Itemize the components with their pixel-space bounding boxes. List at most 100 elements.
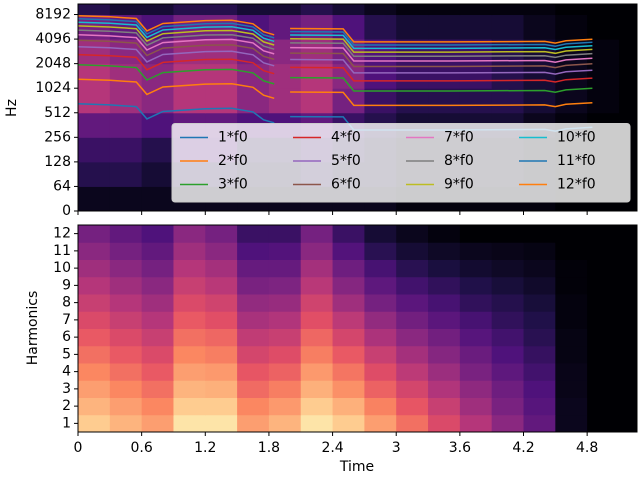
harmonic-cell	[300, 311, 334, 329]
harmonic-cell	[523, 242, 556, 260]
spectrogram-cell	[428, 88, 461, 114]
harmonic-cell	[332, 345, 365, 364]
spectrogram-cell	[300, 4, 334, 16]
harmonic-cell	[268, 397, 302, 416]
harmonic-cell	[109, 414, 143, 433]
spectrogram-cell	[428, 14, 461, 40]
harmonic-cell	[109, 397, 143, 416]
y-tick-label: 64	[53, 178, 71, 194]
harmonic-cell	[428, 328, 461, 347]
harmonic-line	[77, 39, 593, 69]
harmonic-cell	[332, 242, 365, 260]
spectrogram-cell	[618, 39, 638, 65]
spectrogram-cell	[364, 63, 397, 89]
harmonic-cell	[332, 363, 365, 381]
harmonic-cell	[173, 328, 206, 347]
x-tick-label: 1.8	[258, 440, 280, 456]
spectrogram-cell	[396, 63, 429, 89]
harmonic-cell	[587, 311, 620, 329]
harmonic-cell	[523, 414, 556, 433]
harmonic-cell	[332, 414, 365, 433]
spectrogram-cell	[491, 4, 525, 16]
legend-label: 4*f0	[331, 130, 361, 146]
y-tick-label: 6	[62, 329, 71, 345]
harmonic-cell	[332, 328, 365, 347]
harmonic-cell	[587, 242, 620, 260]
harmonic-cell	[205, 345, 238, 364]
y-tick-label: 1024	[35, 80, 71, 96]
harmonic-cell	[300, 276, 334, 295]
harmonic-cell	[587, 345, 620, 364]
spectrogram-cell	[618, 88, 638, 114]
spectrogram-cell	[459, 88, 493, 114]
harmonic-cell	[364, 311, 397, 329]
harmonic-cell	[396, 397, 429, 416]
x-tick-label: 4.2	[512, 440, 534, 456]
harmonic-cell	[428, 294, 461, 312]
harmonic-cell	[237, 311, 270, 329]
harmonic-cell	[141, 276, 174, 295]
harmonic-cell	[459, 397, 493, 416]
y-tick-label: 5	[62, 346, 71, 362]
y-tick-label: 8	[62, 295, 71, 311]
harmonic-cell	[459, 242, 493, 260]
harmonic-cell	[141, 242, 174, 260]
harmonic-cell	[396, 276, 429, 295]
harmonic-cell	[78, 225, 111, 243]
harmonic-cell	[268, 345, 302, 364]
spectrogram-cell	[491, 14, 525, 40]
spectrogram-cell	[109, 186, 143, 212]
harmonic-cell	[491, 259, 525, 278]
harmonic-cell	[78, 242, 111, 260]
spectrogram-cell	[587, 88, 620, 114]
harmonic-cell	[459, 311, 493, 329]
spectrogram-cell	[555, 63, 588, 89]
harmonic-cell	[109, 259, 143, 278]
spectrogram-cell	[618, 63, 638, 89]
harmonic-cell	[428, 311, 461, 329]
spectrogram-cell	[78, 112, 111, 138]
legend-label: 3*f0	[218, 177, 248, 193]
spectrogram-cell	[396, 14, 429, 40]
harmonic-cell	[332, 397, 365, 416]
spectrogram-cell	[78, 161, 111, 187]
harmonic-cell	[205, 363, 238, 381]
harmonic-cell	[555, 414, 588, 433]
harmonic-line	[77, 18, 593, 47]
harmonic-cell	[364, 345, 397, 364]
harmonic-cell	[396, 328, 429, 347]
legend-label: 7*f0	[444, 130, 474, 146]
harmonic-cell	[205, 311, 238, 329]
harmonic-cell	[491, 276, 525, 295]
harmonic-cell	[205, 225, 238, 243]
harmonic-cell	[587, 294, 620, 312]
harmonic-cell	[364, 397, 397, 416]
harmonic-cell	[364, 380, 397, 398]
harmonic-cell	[141, 397, 174, 416]
harmonic-cell	[459, 414, 493, 433]
harmonic-cell	[237, 294, 270, 312]
spectrogram-cell	[109, 88, 143, 114]
y-axis-label: Hz	[4, 99, 20, 117]
harmonic-cell	[141, 345, 174, 364]
harmonic-cell	[523, 328, 556, 347]
harmonic-cell	[364, 414, 397, 433]
harmonic-cell	[396, 294, 429, 312]
harmonic-cell	[459, 225, 493, 243]
harmonic-cell	[364, 328, 397, 347]
spectrogram-cell	[78, 186, 111, 212]
harmonic-cell	[587, 259, 620, 278]
harmonic-cell	[332, 276, 365, 295]
harmonic-cell	[618, 242, 638, 260]
harmonic-cell	[300, 397, 334, 416]
harmonic-cell	[459, 328, 493, 347]
legend-label: 5*f0	[331, 153, 361, 169]
spectrogram-cell	[523, 4, 556, 16]
harmonic-line	[77, 25, 593, 55]
harmonic-cell	[268, 311, 302, 329]
harmonic-cell	[205, 242, 238, 260]
legend-box	[171, 123, 631, 203]
harmonic-cell	[396, 380, 429, 398]
harmonic-cell	[78, 363, 111, 381]
spectrogram-cell	[364, 88, 397, 114]
